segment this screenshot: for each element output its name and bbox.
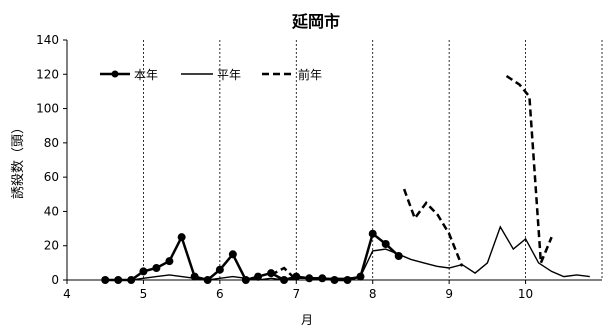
legend-label-normal: 平年 [217, 68, 241, 82]
series-line-previous [270, 266, 298, 281]
series-point-current [381, 240, 390, 248]
x-tick-label: 5 [140, 287, 148, 301]
series-point-current [368, 229, 377, 238]
y-tick-label: 0 [51, 273, 59, 287]
x-tick-label: 8 [369, 287, 377, 301]
series-line-current [105, 231, 400, 282]
legend: 本年 平年 前年 [100, 67, 322, 82]
x-tick-label: 4 [63, 287, 71, 301]
legend-marker-current [111, 70, 119, 78]
x-tick-label: 9 [445, 287, 453, 301]
series-line-previous [402, 188, 464, 267]
series-point-current [330, 276, 339, 284]
legend-label-current: 本年 [134, 68, 158, 82]
x-tick-label: 7 [292, 287, 300, 301]
y-tick-label: 140 [36, 33, 59, 47]
series-point-current [177, 233, 186, 242]
y-axis-label: 誘殺数（頭） [11, 121, 26, 199]
series-point-current [215, 265, 224, 274]
y-tick-label: 60 [44, 170, 59, 184]
x-tick-label: 10 [518, 287, 533, 301]
y-tick-label: 20 [44, 239, 59, 253]
series-point-current [139, 267, 148, 276]
chart-title: 延岡市 [291, 12, 340, 31]
y-tick-label: 100 [36, 102, 59, 116]
y-tick-label: 40 [44, 204, 59, 218]
series-line-normal [105, 225, 590, 281]
series-point-current [241, 276, 250, 284]
legend-label-previous: 前年 [298, 67, 322, 82]
series-point-current [228, 250, 237, 259]
x-axis-label: 月 [301, 313, 313, 327]
y-tick-label: 80 [44, 136, 59, 150]
y-tick-label: 120 [36, 67, 59, 81]
series-line-previous [505, 74, 553, 264]
series-point-current [254, 272, 263, 281]
series-point-current [165, 257, 174, 266]
x-tick-label: 6 [216, 287, 224, 301]
series-point-current [152, 264, 161, 272]
series-point-current [343, 276, 352, 284]
